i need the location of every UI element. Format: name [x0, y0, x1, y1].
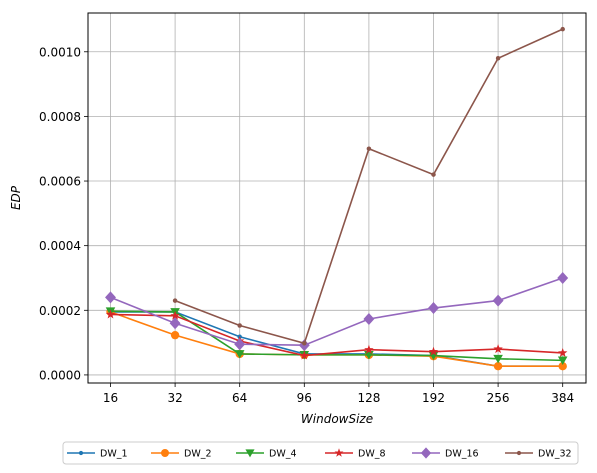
legend-label: DW_8	[358, 449, 386, 460]
data-point	[558, 361, 567, 371]
data-point	[557, 271, 569, 284]
data-point	[493, 344, 503, 354]
data-point	[431, 172, 436, 177]
axis-ticks: 16 32 64 96 128 192 256 384 0.0000 0.0002 0.0004 0.…	[39, 45, 574, 405]
series-lines	[105, 26, 569, 371]
data-point	[492, 294, 504, 307]
legend-item: DW_1	[67, 449, 128, 460]
x-tick-label: 384	[551, 391, 574, 405]
x-axis-title: WindowSize	[301, 412, 373, 426]
grid-lines	[88, 13, 586, 383]
y-tick-label: 0.0010	[39, 45, 81, 59]
data-point	[363, 313, 375, 325]
y-tick-label: 0.0002	[39, 304, 81, 318]
series-line	[110, 277, 563, 346]
legend-label: DW_32	[538, 449, 572, 460]
series-line	[110, 310, 563, 362]
x-tick-label: 192	[422, 391, 445, 405]
data-point	[493, 354, 503, 364]
legend-label: DW_4	[269, 449, 297, 460]
x-tick-label: 128	[357, 391, 380, 405]
legend: DW_1 DW_2 DW_4 DW_8 DW_16 DW_32	[62, 441, 579, 465]
y-tick-label: 0.0008	[39, 110, 81, 124]
data-point	[299, 350, 310, 360]
data-point	[366, 146, 372, 151]
legend-label: DW_1	[100, 449, 128, 460]
x-tick-label: 16	[103, 391, 118, 405]
y-axis-title: EDP	[9, 185, 23, 210]
legend-label: DW_2	[184, 449, 212, 460]
data-point	[560, 26, 565, 32]
plot-frame	[87, 12, 587, 384]
legend-frame	[62, 441, 579, 465]
data-point	[516, 450, 522, 456]
data-point	[493, 361, 503, 371]
x-tick-label: 64	[232, 391, 247, 405]
legend-item: DW_16	[412, 447, 479, 460]
data-point	[428, 351, 439, 361]
legend-item: DW_8	[325, 448, 386, 460]
data-point	[420, 447, 432, 459]
data-point	[105, 309, 116, 319]
series-dw-32	[172, 26, 565, 346]
data-point	[495, 55, 501, 61]
series-line	[110, 313, 563, 357]
data-point	[172, 298, 178, 303]
y-tick-label: 0.0000	[39, 368, 81, 382]
y-tick-label: 0.0004	[39, 239, 81, 253]
data-point	[428, 302, 439, 315]
x-tick-label: 32	[167, 391, 182, 405]
data-point	[428, 346, 439, 356]
data-point	[105, 291, 116, 304]
data-point	[234, 338, 246, 351]
data-point	[302, 341, 307, 346]
data-point	[237, 323, 242, 328]
series-dw-16	[105, 271, 569, 352]
legend-item: DW_4	[236, 449, 297, 460]
x-tick-label: 256	[487, 391, 510, 405]
data-point	[170, 330, 180, 340]
data-point	[557, 356, 568, 365]
legend-item: DW_2	[151, 449, 212, 460]
data-point	[364, 344, 374, 354]
y-tick-label: 0.0006	[39, 175, 81, 189]
data-point	[78, 450, 84, 456]
x-tick-label: 96	[297, 391, 312, 405]
data-point	[161, 449, 169, 457]
data-point	[334, 448, 344, 457]
data-point	[245, 449, 255, 458]
legend-label: DW_16	[445, 449, 479, 460]
data-point	[170, 310, 180, 320]
legend-item: DW_32	[505, 449, 572, 460]
data-point	[234, 350, 245, 359]
data-point	[557, 348, 568, 357]
data-point	[169, 317, 181, 330]
